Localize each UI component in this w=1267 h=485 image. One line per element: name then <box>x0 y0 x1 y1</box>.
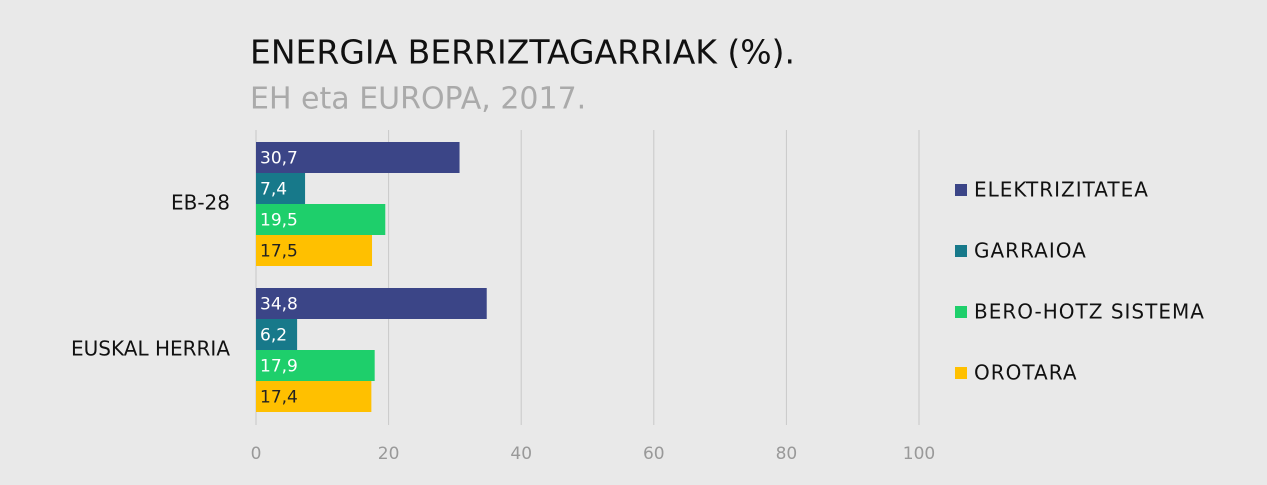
legend-swatch <box>955 306 967 318</box>
chart-title: ENERGIA BERRIZTAGARRIAK (%). <box>250 33 795 72</box>
legend-label: OROTARA <box>974 361 1078 385</box>
bar <box>256 288 487 319</box>
data-label: 34,8 <box>260 295 298 315</box>
y-tick-label: EUSKAL HERRIA <box>71 337 230 361</box>
bar <box>256 381 372 412</box>
data-label: 7,4 <box>260 180 287 200</box>
x-tick-label: 100 <box>903 444 935 464</box>
data-label: 17,9 <box>260 357 298 377</box>
legend-label: ELEKTRIZITATEA <box>974 178 1149 202</box>
bar <box>256 142 460 173</box>
legend-swatch <box>955 184 967 196</box>
data-label: 30,7 <box>260 149 298 169</box>
data-label: 17,4 <box>260 388 298 408</box>
bar <box>256 235 373 266</box>
legend-label: GARRAIOA <box>974 239 1087 263</box>
bar <box>256 319 298 350</box>
x-tick-label: 60 <box>643 444 665 464</box>
y-tick-label: EB-28 <box>171 191 230 215</box>
data-label: 19,5 <box>260 211 298 231</box>
data-label: 17,5 <box>260 242 298 262</box>
bar <box>256 173 306 204</box>
legend-label: BERO-HOTZ SISTEMA <box>974 300 1205 324</box>
bar <box>256 204 386 235</box>
x-tick-label: 80 <box>776 444 798 464</box>
x-tick-label: 40 <box>510 444 532 464</box>
bar <box>256 350 375 381</box>
x-tick-label: 0 <box>251 444 262 464</box>
legend-swatch <box>955 245 967 257</box>
chart-subtitle: EH eta EUROPA, 2017. <box>250 82 586 117</box>
legend-swatch <box>955 367 967 379</box>
data-label: 6,2 <box>260 326 287 346</box>
x-tick-label: 20 <box>378 444 400 464</box>
